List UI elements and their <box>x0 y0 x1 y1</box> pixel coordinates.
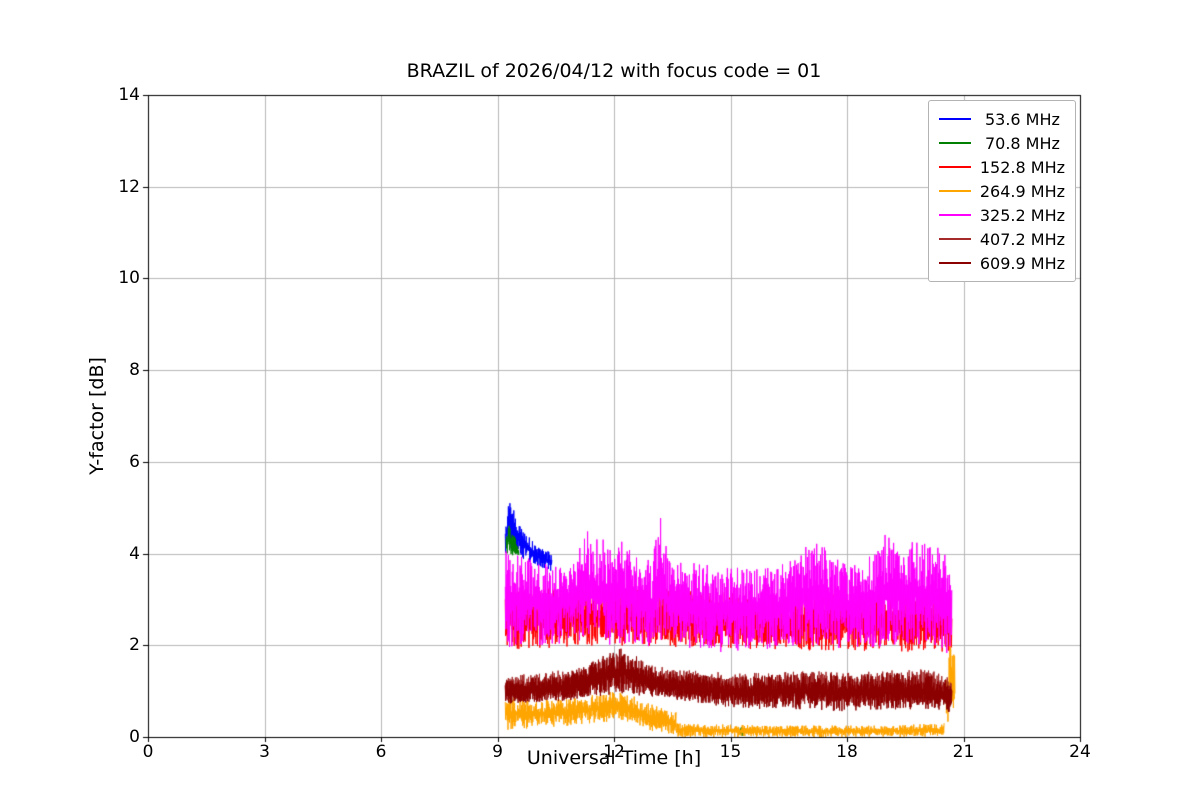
legend-line-swatch <box>938 262 971 264</box>
legend-item: 407.2 MHz <box>938 227 1065 251</box>
x-tick-label: 24 <box>1069 742 1091 762</box>
legend-line-swatch <box>938 214 971 216</box>
legend-label: 264.9 MHz <box>979 181 1065 201</box>
legend-line-swatch <box>938 190 971 192</box>
chart-title: BRAZIL of 2026/04/12 with focus code = 0… <box>406 60 822 82</box>
y-tick-label: 2 <box>129 635 140 656</box>
legend-item: 609.9 MHz <box>938 251 1065 275</box>
legend-item: 70.8 MHz <box>938 131 1065 155</box>
y-tick-label: 14 <box>118 85 140 105</box>
legend-line-swatch <box>938 118 971 120</box>
legend-label: 609.9 MHz <box>979 253 1065 273</box>
y-tick-label: 8 <box>129 360 140 381</box>
x-tick-label: 0 <box>142 742 154 762</box>
x-tick-label: 9 <box>492 742 503 762</box>
y-tick-label: 12 <box>118 176 140 197</box>
legend-label: 325.2 MHz <box>979 205 1065 225</box>
legend-label: 53.6 MHz <box>979 109 1060 129</box>
x-axis-label: Universal Time [h] <box>526 747 702 769</box>
legend-label: 407.2 MHz <box>979 229 1065 249</box>
y-axis-label: Y-factor [dB] <box>86 357 108 475</box>
legend-label: 152.8 MHz <box>979 157 1065 177</box>
y-tick-label: 0 <box>129 727 140 747</box>
x-tick-label: 12 <box>603 742 625 762</box>
legend-item: 152.8 MHz <box>938 155 1065 179</box>
x-tick-label: 3 <box>259 742 270 762</box>
legend: 53.6 MHz 70.8 MHz 152.8 MHz 264.9 MHz 325.2… <box>927 100 1076 282</box>
x-tick-label: 18 <box>836 742 858 762</box>
y-tick-label: 10 <box>118 268 140 289</box>
legend-item: 264.9 MHz <box>938 179 1065 203</box>
y-tick-label: 6 <box>129 451 140 472</box>
x-tick-label: 6 <box>375 742 387 762</box>
legend-line-swatch <box>938 166 971 168</box>
legend-line-swatch <box>938 142 971 144</box>
x-tick-label: 21 <box>952 742 975 762</box>
y-tick-label: 4 <box>129 543 140 564</box>
x-tick-label: 15 <box>719 742 742 762</box>
legend-item: 53.6 MHz <box>938 107 1065 131</box>
legend-item: 325.2 MHz <box>938 203 1065 227</box>
legend-line-swatch <box>938 238 971 240</box>
legend-label: 70.8 MHz <box>979 133 1060 153</box>
